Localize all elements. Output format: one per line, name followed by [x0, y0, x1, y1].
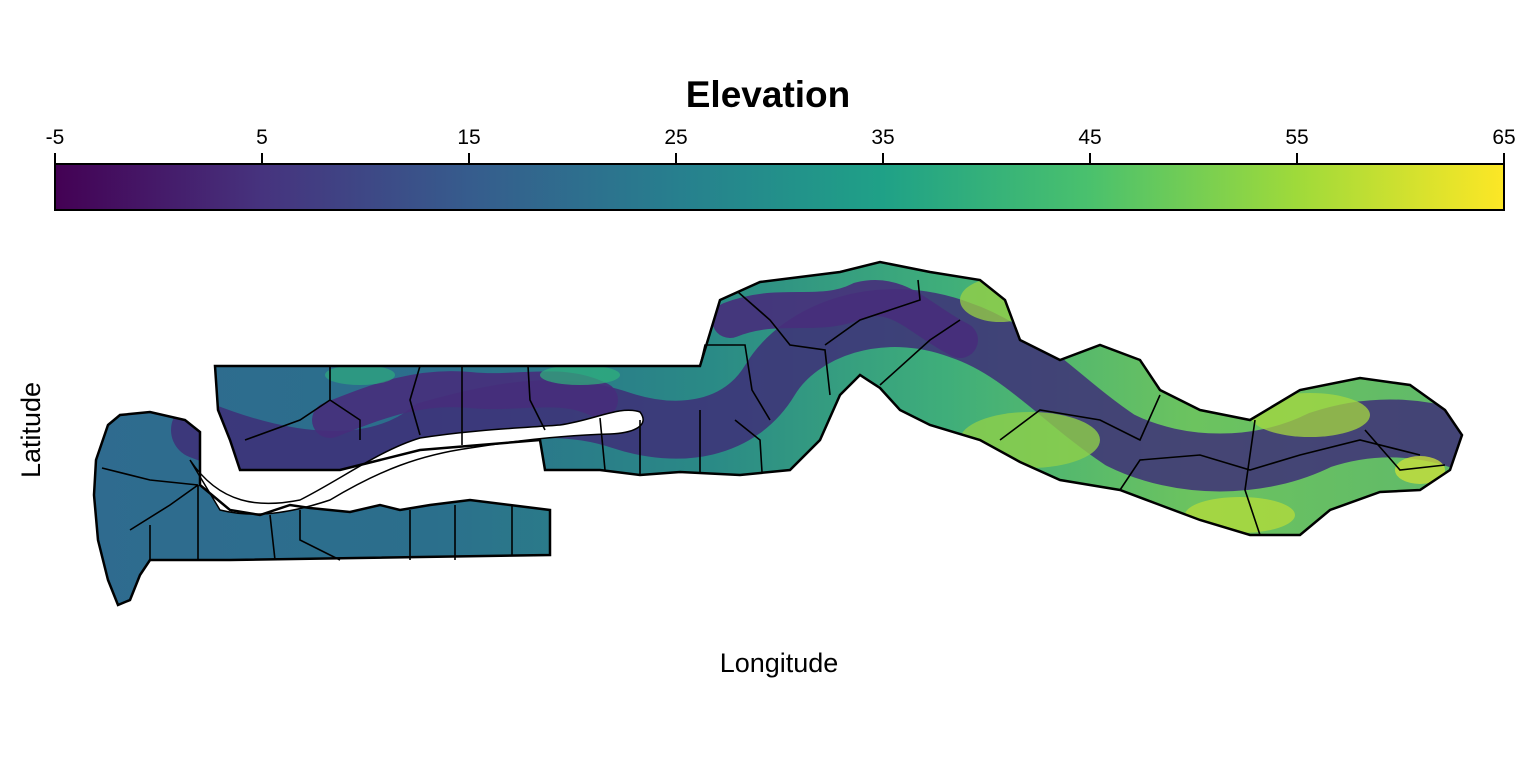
legend-tick-label: 55 [1285, 126, 1308, 149]
valley-band [171, 289, 1462, 492]
highland-patch [1395, 456, 1445, 484]
legend-tick-label: 25 [664, 126, 687, 149]
legend-tick-label: 5 [256, 126, 268, 149]
highland-patch [960, 278, 1040, 322]
legend-colorbar [54, 163, 1505, 211]
legend-tick-label: 65 [1492, 126, 1515, 149]
district-boundaries [101, 279, 1446, 561]
y-axis-label: Latitude [16, 382, 46, 478]
legend-title: Elevation [686, 74, 851, 115]
legend-tick-label: 15 [457, 126, 480, 149]
legend-ticks: -5 5 15 25 35 45 55 65 [46, 126, 1516, 164]
highland-patch [540, 365, 620, 385]
valley-band-inner [312, 280, 978, 438]
map-body [92, 260, 1464, 607]
legend-tick-label: 45 [1078, 126, 1101, 149]
legend-tick-label: 35 [871, 126, 894, 149]
elevation-legend: Elevation -5 5 15 25 35 45 55 65 [46, 74, 1516, 211]
gambia-river [189, 409, 644, 515]
highland-patch [325, 365, 395, 385]
highland-patch [1250, 393, 1370, 437]
highland-patch [1185, 497, 1295, 533]
x-axis-label: Longitude [720, 648, 839, 678]
legend-tick-label: -5 [46, 126, 65, 149]
